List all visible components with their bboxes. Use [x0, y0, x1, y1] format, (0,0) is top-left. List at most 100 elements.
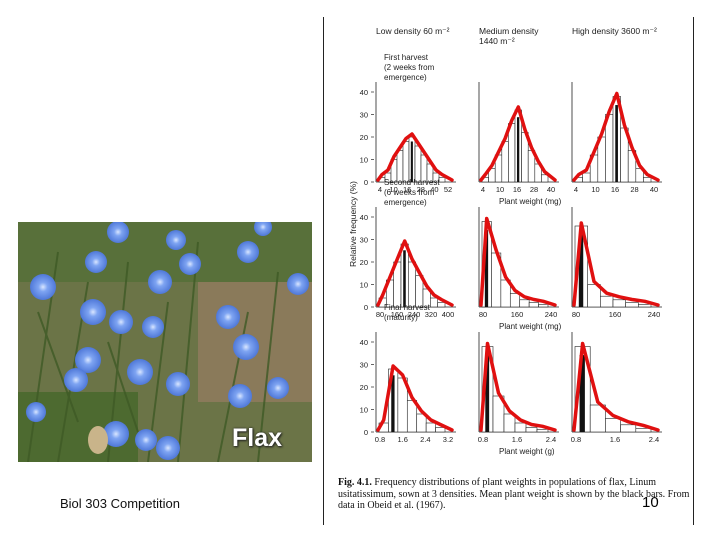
x-axis-label: Plant weight (g) — [499, 447, 555, 456]
mean-bar — [484, 230, 489, 307]
x-tick-label: 40 — [650, 185, 658, 194]
red-overlay-curve — [376, 132, 454, 182]
histogram-bar — [508, 123, 516, 183]
histogram-bar — [519, 299, 530, 308]
histogram-bar — [435, 427, 446, 433]
row-label-line: (maturity) — [384, 313, 418, 322]
figure-panel: Low density 60 m⁻² Medium density 1440 m… — [323, 17, 694, 525]
row-label-line: emergence) — [384, 198, 427, 207]
histogram-bar — [600, 295, 614, 308]
y-tick-label: 10 — [360, 156, 368, 165]
y-tick-label: 20 — [360, 383, 368, 392]
x-tick-label: 240 — [408, 310, 421, 319]
x-tick-label: 28 — [417, 185, 425, 194]
x-tick-label: 2.4 — [420, 435, 430, 444]
histogram-bar — [635, 428, 652, 433]
x-tick-label: 2.4 — [649, 435, 659, 444]
x-tick-label: 10 — [496, 185, 504, 194]
histogram-bar — [638, 303, 652, 308]
red-overlay-curve — [479, 105, 557, 182]
row-label-line: (2 weeks from — [384, 63, 435, 72]
y-tick-label: 0 — [364, 178, 368, 187]
histogram-grid: Low density 60 m⁻² Medium density 1440 m… — [348, 26, 662, 456]
x-tick-label: 4 — [378, 185, 382, 194]
x-tick-label: 1.6 — [397, 435, 407, 444]
x-axis-label: Plant weight (mg) — [499, 322, 562, 331]
mean-bar — [615, 105, 618, 182]
row-label-line: (6 weeks from — [384, 188, 435, 197]
histogram-bar — [528, 302, 539, 308]
flax-flowers-image — [18, 222, 312, 462]
y-tick-label: 40 — [360, 338, 368, 347]
x-tick-label: 3.2 — [443, 435, 453, 444]
x-tick-label: 16 — [513, 185, 521, 194]
x-tick-label: 1.6 — [610, 435, 620, 444]
x-tick-label: 52 — [444, 185, 452, 194]
flax-photo — [18, 222, 312, 462]
red-overlay-curve — [572, 221, 660, 307]
y-tick-label: 0 — [364, 303, 368, 312]
x-tick-label: 28 — [630, 185, 638, 194]
histogram-bar — [587, 284, 601, 308]
header-medium-density-line2: 1440 m⁻² — [479, 36, 515, 46]
histogram-bar — [605, 418, 621, 433]
histogram-bar — [430, 297, 438, 308]
histogram-bar — [538, 303, 549, 308]
histogram-bar — [620, 424, 637, 433]
row-label-line: First harvest — [384, 53, 429, 62]
histogram-bar — [437, 302, 446, 308]
x-tick-label: 2.4 — [546, 435, 556, 444]
mean-bar — [403, 250, 406, 307]
x-tick-label: 160 — [391, 310, 404, 319]
histogram-bar — [408, 261, 416, 308]
x-tick-label: 160 — [609, 310, 622, 319]
mean-bar — [485, 355, 490, 432]
y-tick-label: 30 — [360, 361, 368, 370]
x-tick-label: 240 — [648, 310, 661, 319]
x-tick-label: 80 — [479, 310, 487, 319]
histogram-bar — [625, 302, 639, 308]
y-tick-label: 20 — [360, 258, 368, 267]
caption-text: Frequency distributions of plant weights… — [338, 477, 690, 511]
row-label-line: emergence) — [384, 73, 427, 82]
histogram-bar — [438, 177, 446, 183]
x-tick-label: 80 — [572, 310, 580, 319]
x-tick-label: 10 — [389, 185, 397, 194]
x-axis-label: Plant weight (mg) — [499, 197, 562, 206]
x-tick-label: 0.8 — [478, 435, 488, 444]
histogram-bar — [536, 428, 549, 433]
x-tick-label: 400 — [442, 310, 455, 319]
histogram-bar — [402, 141, 410, 183]
y-axis-title: Relative frequency (%) — [348, 181, 358, 267]
x-tick-label: 16 — [611, 185, 619, 194]
histogram-bar — [425, 422, 436, 433]
histogram-bar — [501, 141, 509, 183]
y-tick-label: 40 — [360, 213, 368, 222]
x-tick-label: 40 — [547, 185, 555, 194]
x-tick-label: 320 — [425, 310, 438, 319]
x-tick-label: 240 — [545, 310, 558, 319]
histogram-bar — [635, 168, 644, 183]
x-tick-label: 16 — [403, 185, 411, 194]
x-tick-label: 28 — [530, 185, 538, 194]
x-tick-label: 40 — [430, 185, 438, 194]
header-high-density: High density 3600 m⁻² — [572, 26, 657, 36]
x-tick-label: 160 — [511, 310, 524, 319]
photo-label: Flax — [232, 424, 283, 452]
header-low-density: Low density 60 m⁻² — [376, 26, 450, 36]
caption-label: Fig. 4.1. — [338, 477, 372, 488]
y-tick-label: 0 — [364, 428, 368, 437]
y-tick-label: 10 — [360, 406, 368, 415]
red-overlay-curve — [479, 216, 557, 307]
x-tick-label: 80 — [376, 310, 384, 319]
histogram-bar — [503, 413, 516, 433]
figure-caption: Fig. 4.1. Frequency distributions of pla… — [338, 477, 690, 512]
y-tick-label: 30 — [360, 236, 368, 245]
mean-bar — [391, 375, 395, 432]
mean-bar — [410, 141, 413, 182]
row-label-line: Second harvest — [384, 178, 440, 187]
page-number: 10 — [642, 494, 659, 511]
histogram-bar — [514, 422, 527, 433]
histogram-bar — [525, 427, 538, 433]
